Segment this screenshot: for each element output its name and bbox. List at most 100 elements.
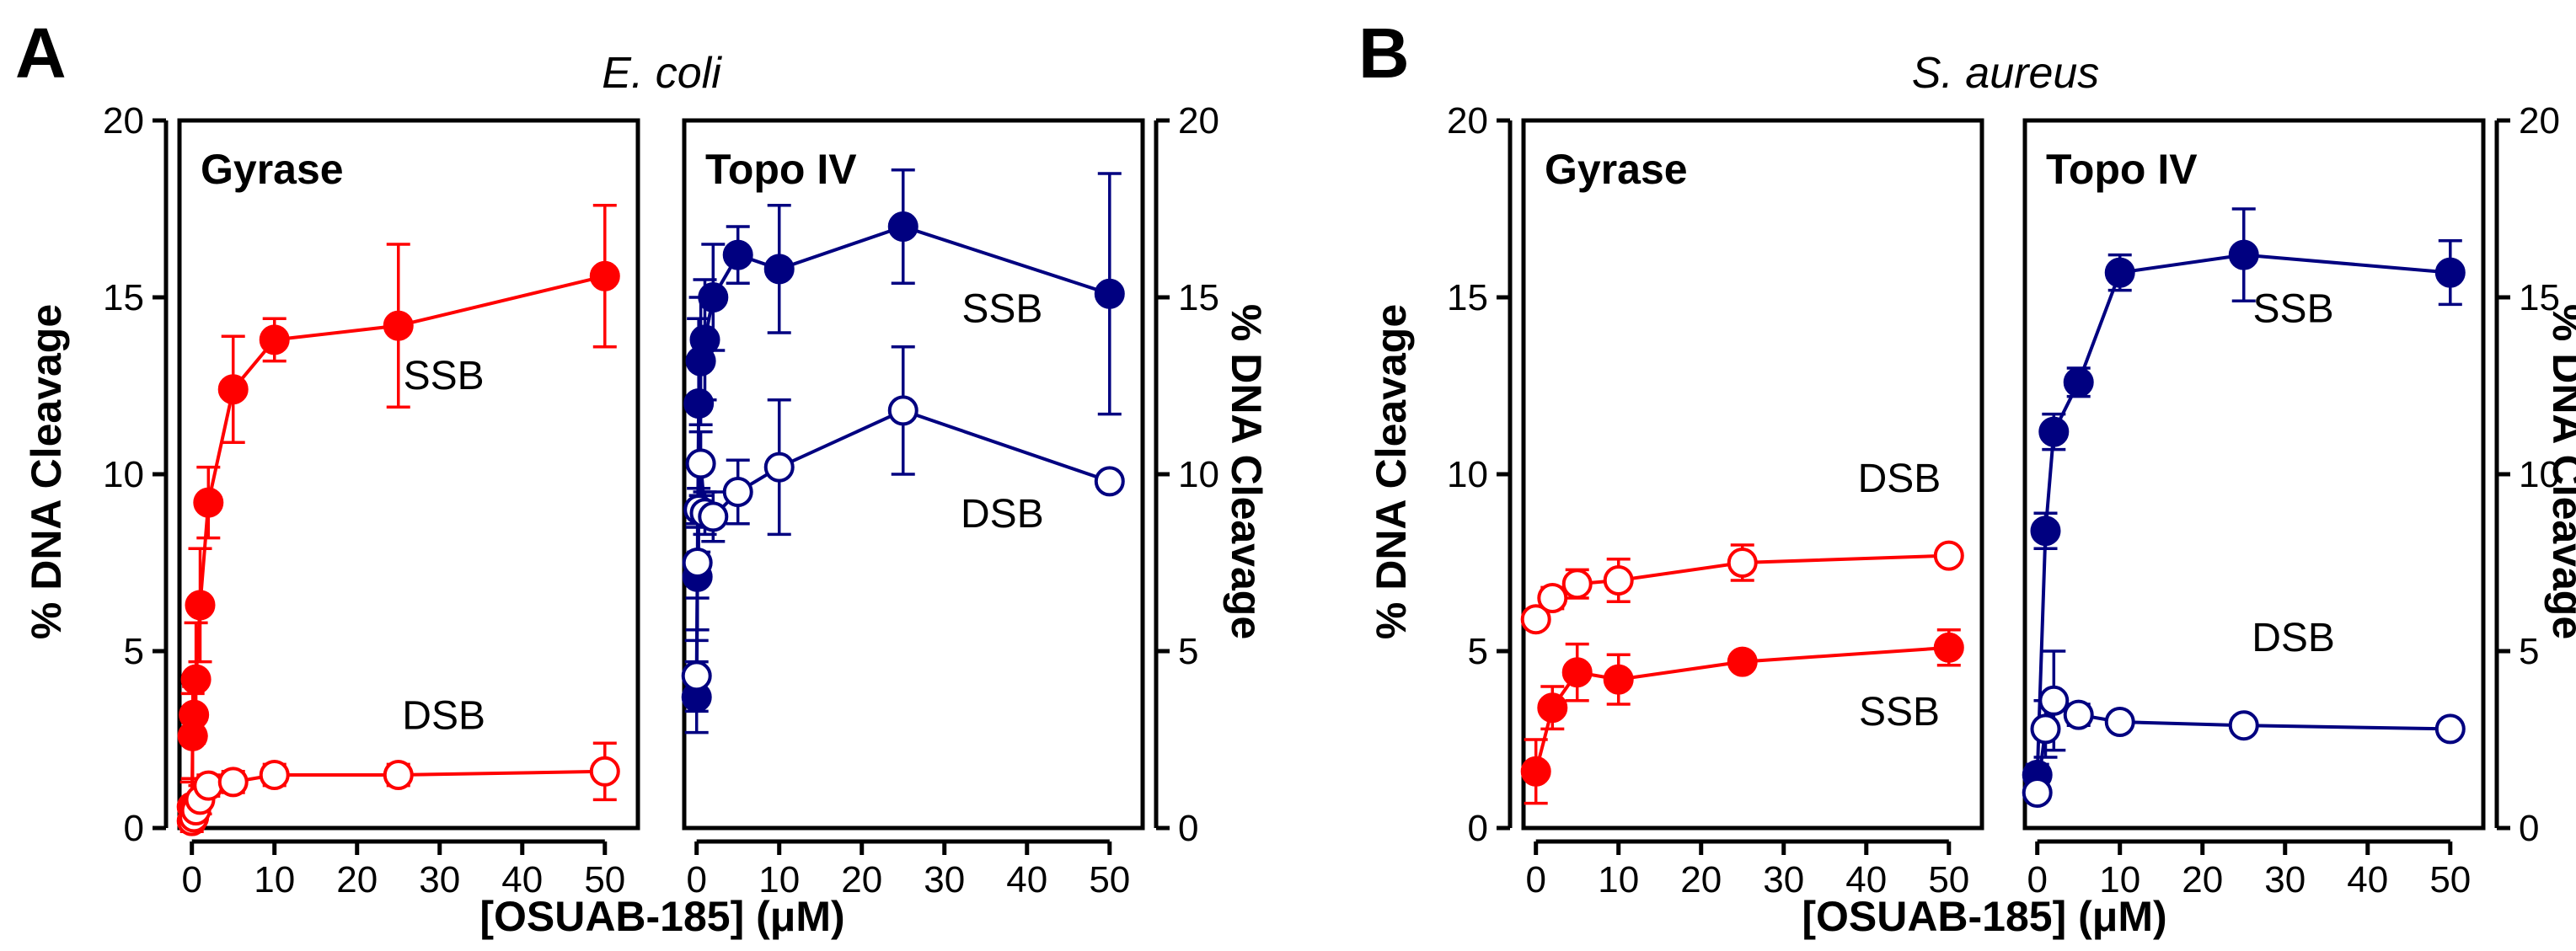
x-tick-label: 10 [254, 859, 295, 900]
data-point [1603, 664, 1634, 695]
data-point [763, 451, 795, 483]
data-point [1537, 692, 1568, 724]
y-axis-label-b-left: % DNA Cleavage [1368, 304, 1415, 639]
data-point [193, 770, 224, 801]
data-point [887, 211, 918, 242]
x-tick-label: 40 [1006, 859, 1047, 900]
data-point [383, 310, 414, 341]
plot-a-topo-iv: 0 10 20 30 40 50 0 5 10 15 20 Topo IV SSB DSB [681, 100, 1219, 900]
y-tick-label: 20 [2519, 100, 2560, 142]
y-tick-label: 5 [124, 631, 144, 672]
y-axis-label-a-left: % DNA Cleavage [23, 304, 70, 639]
x-tick-label: 0 [2027, 859, 2047, 900]
data-point [383, 760, 414, 790]
x-tick-label: 40 [501, 859, 543, 900]
y-tick-label: 0 [1178, 808, 1198, 849]
data-point [2228, 710, 2259, 741]
data-point [698, 501, 729, 532]
plot-frame [1521, 118, 1984, 831]
y-tick-label: 15 [2519, 277, 2560, 318]
data-point [2063, 699, 2094, 730]
series-line [2035, 253, 2450, 776]
x-tick-label: 30 [924, 859, 965, 900]
data-point [2063, 366, 2094, 398]
enzyme-label: Gyrase [201, 146, 344, 193]
x-tick-label: 40 [2347, 859, 2388, 900]
y-tick-label: 10 [2519, 454, 2560, 495]
x-tick-label: 20 [336, 859, 378, 900]
x-tick-label: 20 [1680, 859, 1722, 900]
x-tick-label: 30 [1763, 859, 1804, 900]
data-point [259, 324, 290, 355]
data-point [681, 660, 712, 692]
x-tick-label: 50 [584, 859, 625, 900]
y-tick-label: 20 [103, 100, 144, 142]
x-tick-label: 0 [686, 859, 706, 900]
y-tick-label: 0 [1468, 808, 1488, 849]
data-point [1537, 583, 1568, 613]
plot-frame [2022, 118, 2486, 831]
series-label-dsb: DSB [402, 693, 485, 738]
plot-a-gyrase: 0 10 20 30 40 50 0 5 10 15 20 Gyrase SSB DSB [103, 100, 640, 900]
data-point [1561, 657, 1593, 688]
panel-letter-a: A [15, 13, 67, 93]
x-tick-label: 50 [1928, 859, 1969, 900]
series-dsb [681, 345, 1125, 713]
data-point [217, 374, 249, 405]
series-ssb [2022, 207, 2466, 790]
data-point [2038, 416, 2070, 447]
data-point [1520, 756, 1551, 787]
data-point [1933, 540, 1964, 571]
data-point [589, 260, 620, 291]
y-tick-label: 10 [1178, 454, 1219, 495]
data-point [887, 395, 918, 426]
x-tick-label: 50 [1089, 859, 1130, 900]
data-point [2022, 777, 2053, 808]
y-axis-label-a-right: % DNA Cleavage [1223, 304, 1270, 639]
plot-frame [177, 118, 640, 831]
y-tick-label: 20 [1178, 100, 1219, 142]
series-dsb [1520, 540, 1964, 635]
data-point [1520, 604, 1551, 635]
x-axis-label-b: [OSUAB-185] (μM) [1802, 893, 2166, 940]
data-point [193, 487, 224, 518]
x-tick-label: 20 [841, 859, 882, 900]
data-point [2104, 707, 2135, 737]
organism-title-a: E. coli [602, 49, 722, 98]
enzyme-label: Topo IV [2046, 146, 2198, 193]
y-tick-label: 10 [1447, 454, 1488, 495]
data-point [1727, 646, 1758, 677]
x-tick-label: 10 [758, 859, 800, 900]
y-tick-label: 5 [1178, 631, 1198, 672]
data-point [1094, 278, 1125, 309]
data-point [180, 664, 212, 695]
series-label-ssb: SSB [961, 286, 1042, 331]
data-point [722, 477, 753, 507]
y-tick-label: 0 [2519, 808, 2539, 849]
data-point [682, 548, 713, 578]
series-dsb [2022, 649, 2466, 808]
data-point [589, 756, 620, 787]
data-point [2434, 713, 2466, 745]
series-ssb [1520, 628, 1964, 805]
data-point [689, 324, 720, 355]
series-label-dsb: DSB [961, 492, 1044, 537]
x-axis-label-a: [OSUAB-185] (μM) [479, 893, 844, 940]
y-tick-label: 0 [124, 808, 144, 849]
data-point [1727, 548, 1758, 578]
organism-title-b: S. aureus [1912, 49, 2100, 98]
x-tick-label: 0 [1525, 859, 1545, 900]
series-dsb [176, 741, 620, 836]
enzyme-label: Gyrase [1545, 146, 1688, 193]
plot-b-topo-iv: 0 10 20 30 40 50 0 5 10 15 20 Topo IV SSB DSB [2022, 100, 2560, 900]
x-tick-label: 30 [2264, 859, 2306, 900]
data-point [685, 448, 716, 479]
x-tick-label: 0 [181, 859, 201, 900]
series-label-ssb: SSB [2253, 286, 2334, 331]
plot-frame [682, 118, 1145, 831]
y-tick-label: 5 [1468, 631, 1488, 672]
y-tick-label: 15 [103, 277, 144, 318]
y-axis-label-b-right: % DNA Cleavage [2544, 304, 2576, 639]
data-point [1094, 466, 1125, 497]
